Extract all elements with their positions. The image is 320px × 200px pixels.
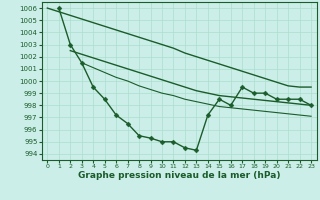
X-axis label: Graphe pression niveau de la mer (hPa): Graphe pression niveau de la mer (hPa) <box>78 171 280 180</box>
